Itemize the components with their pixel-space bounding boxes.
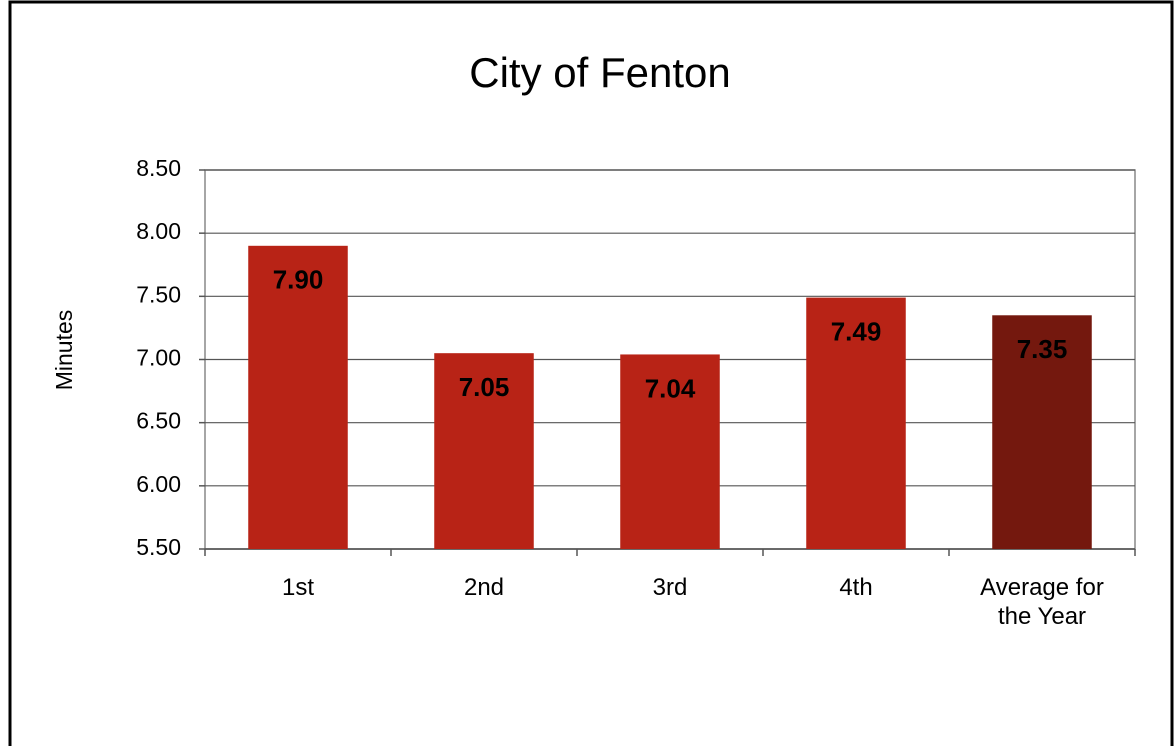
y-tick-label: 8.50 [136,155,181,181]
bar [620,354,720,549]
bar [248,245,348,550]
data-label: 7.35 [1017,334,1068,364]
bar [806,297,906,549]
data-label: 7.90 [273,265,324,295]
x-tick-label: 1st [281,574,314,601]
x-tick-label: Average for the Year [980,574,1104,630]
y-tick-label: 6.00 [136,471,181,497]
data-label: 7.05 [459,372,510,402]
bar [992,315,1092,549]
chart-title: City of Fenton [469,49,730,96]
x-tick-label: 4th [839,574,873,601]
data-label: 7.49 [831,316,882,346]
y-axis-label: Minutes [51,310,77,391]
x-tick-label: 2nd [463,574,505,601]
y-tick-label: 5.50 [136,534,181,560]
y-tick-label: 8.00 [136,218,181,244]
bar [434,353,534,549]
data-label: 7.04 [645,373,696,403]
chart-frame [8,0,1174,746]
x-tick-label: 3rd [652,574,688,601]
y-tick-label: 7.50 [136,281,181,307]
y-tick-label: 7.00 [136,345,181,371]
y-tick-label: 6.50 [136,408,181,434]
